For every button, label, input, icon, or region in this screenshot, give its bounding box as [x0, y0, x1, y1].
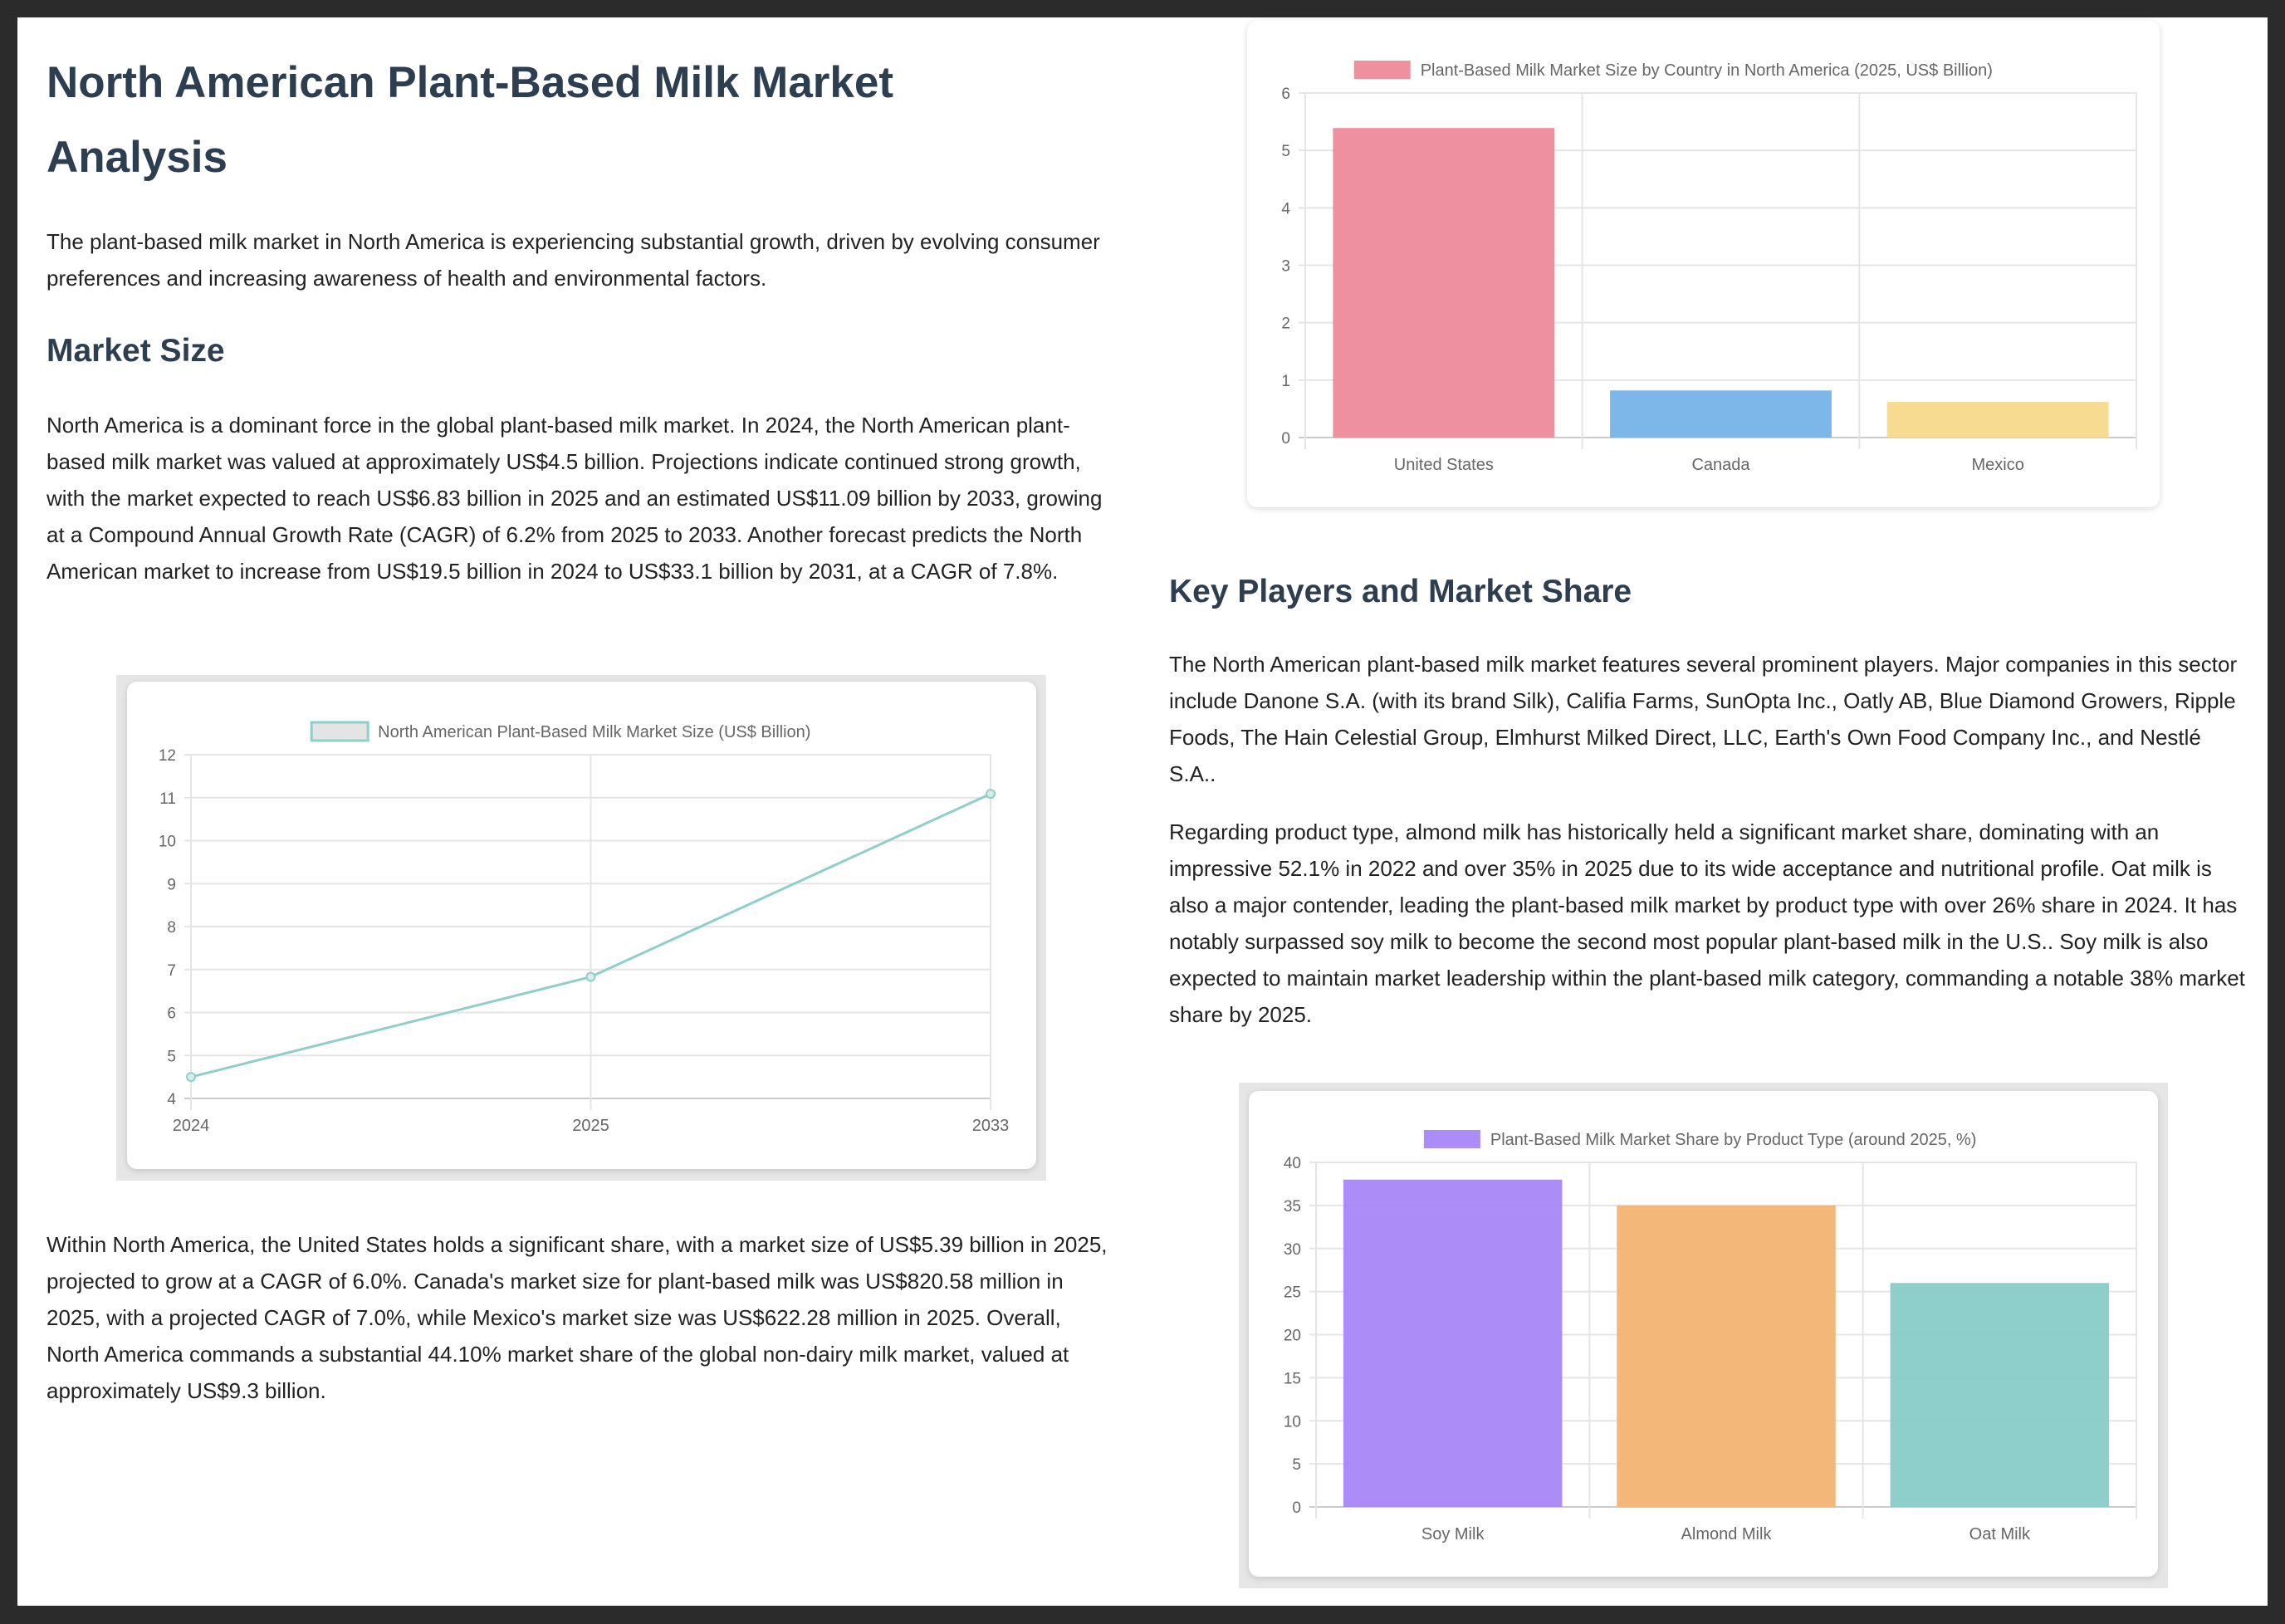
y-tick-label: 4 [1281, 200, 1290, 218]
bar-united-states [1333, 128, 1555, 438]
y-tick-label: 6 [1281, 86, 1290, 103]
y-tick-label: 1 [1281, 373, 1290, 390]
data-point [186, 1072, 196, 1083]
y-tick-label: 25 [1284, 1284, 1301, 1302]
page: North American Plant-Based Milk Market A… [17, 17, 2268, 1606]
y-tick-label: 0 [1292, 1499, 1301, 1517]
market-size-heading: Market Size [46, 333, 225, 369]
y-tick-label: 15 [1284, 1370, 1301, 1387]
product-bar-chart: Plant-Based Milk Market Share by Product… [1249, 1091, 2158, 1577]
x-tick-label: Oat Milk [1969, 1525, 2031, 1543]
data-point [986, 789, 996, 800]
legend-label: Plant-Based Milk Market Share by Product… [1490, 1131, 1976, 1149]
y-tick-label: 10 [1284, 1413, 1301, 1431]
y-tick-label: 35 [1284, 1198, 1301, 1216]
bar-canada [1610, 390, 1832, 438]
market-size-paragraph-2: Within North America, the United States … [46, 1232, 1108, 1403]
x-tick-label: 2025 [572, 1117, 609, 1135]
x-tick-label: 2033 [972, 1117, 1010, 1135]
y-tick-label: 20 [1284, 1328, 1301, 1345]
bar-mexico [1886, 402, 2109, 438]
page-title: North American Plant-Based Milk Market A… [46, 58, 894, 182]
bar-oat-milk [1890, 1283, 2110, 1507]
market-size-paragraph-1: North America is a dominant force in the… [46, 413, 1103, 584]
y-tick-label: 2 [1281, 316, 1290, 333]
x-tick-label: Mexico [1971, 456, 2023, 474]
x-tick-label: Canada [1691, 456, 1750, 474]
y-tick-label: 3 [1281, 258, 1290, 276]
x-tick-label: 2024 [173, 1117, 210, 1135]
y-tick-label: 12 [159, 747, 176, 765]
key-players-paragraph-1: The North American plant-based milk mark… [1169, 652, 2238, 786]
y-tick-label: 5 [1281, 143, 1290, 160]
market-size-line-chart: North American Plant-Based Milk Market S… [127, 682, 1036, 1169]
bar-almond-milk [1617, 1205, 1836, 1507]
y-tick-label: 6 [167, 1005, 176, 1023]
y-tick-label: 0 [1281, 430, 1290, 448]
country-bar-chart: Plant-Based Milk Market Size by Country … [1247, 21, 2160, 507]
x-tick-label: United States [1394, 456, 1494, 474]
y-tick-label: 4 [167, 1091, 176, 1108]
legend-swatch [310, 721, 369, 742]
y-tick-label: 10 [159, 834, 176, 851]
data-point [585, 971, 596, 982]
bar-soy-milk [1343, 1179, 1563, 1507]
y-tick-label: 9 [167, 876, 176, 893]
y-tick-label: 7 [167, 962, 176, 980]
market-size-line-chart-svg: North American Plant-Based Milk Market S… [159, 721, 1010, 1135]
y-tick-label: 5 [1292, 1456, 1301, 1474]
legend-label: Plant-Based Milk Market Size by Country … [1421, 61, 1993, 80]
y-tick-label: 8 [167, 919, 176, 937]
country-bar-chart-svg: Plant-Based Milk Market Size by Country … [1281, 61, 2137, 474]
legend-swatch [1423, 1130, 1480, 1148]
x-tick-label: Almond Milk [1681, 1525, 1773, 1543]
legend-label: North American Plant-Based Milk Market S… [378, 723, 810, 741]
legend-swatch [1353, 61, 1411, 79]
y-tick-label: 30 [1284, 1241, 1301, 1259]
x-tick-label: Soy Milk [1421, 1525, 1485, 1543]
key-players-heading: Key Players and Market Share [1169, 574, 1632, 609]
y-tick-label: 11 [159, 790, 176, 808]
y-tick-label: 5 [167, 1048, 176, 1065]
product-bar-chart-svg: Plant-Based Milk Market Share by Product… [1284, 1130, 2137, 1543]
intro-paragraph: The plant-based milk market in North Ame… [46, 229, 1100, 291]
key-players-paragraph-2: Regarding product type, almond milk has … [1169, 819, 2245, 1027]
y-tick-label: 40 [1284, 1155, 1301, 1172]
